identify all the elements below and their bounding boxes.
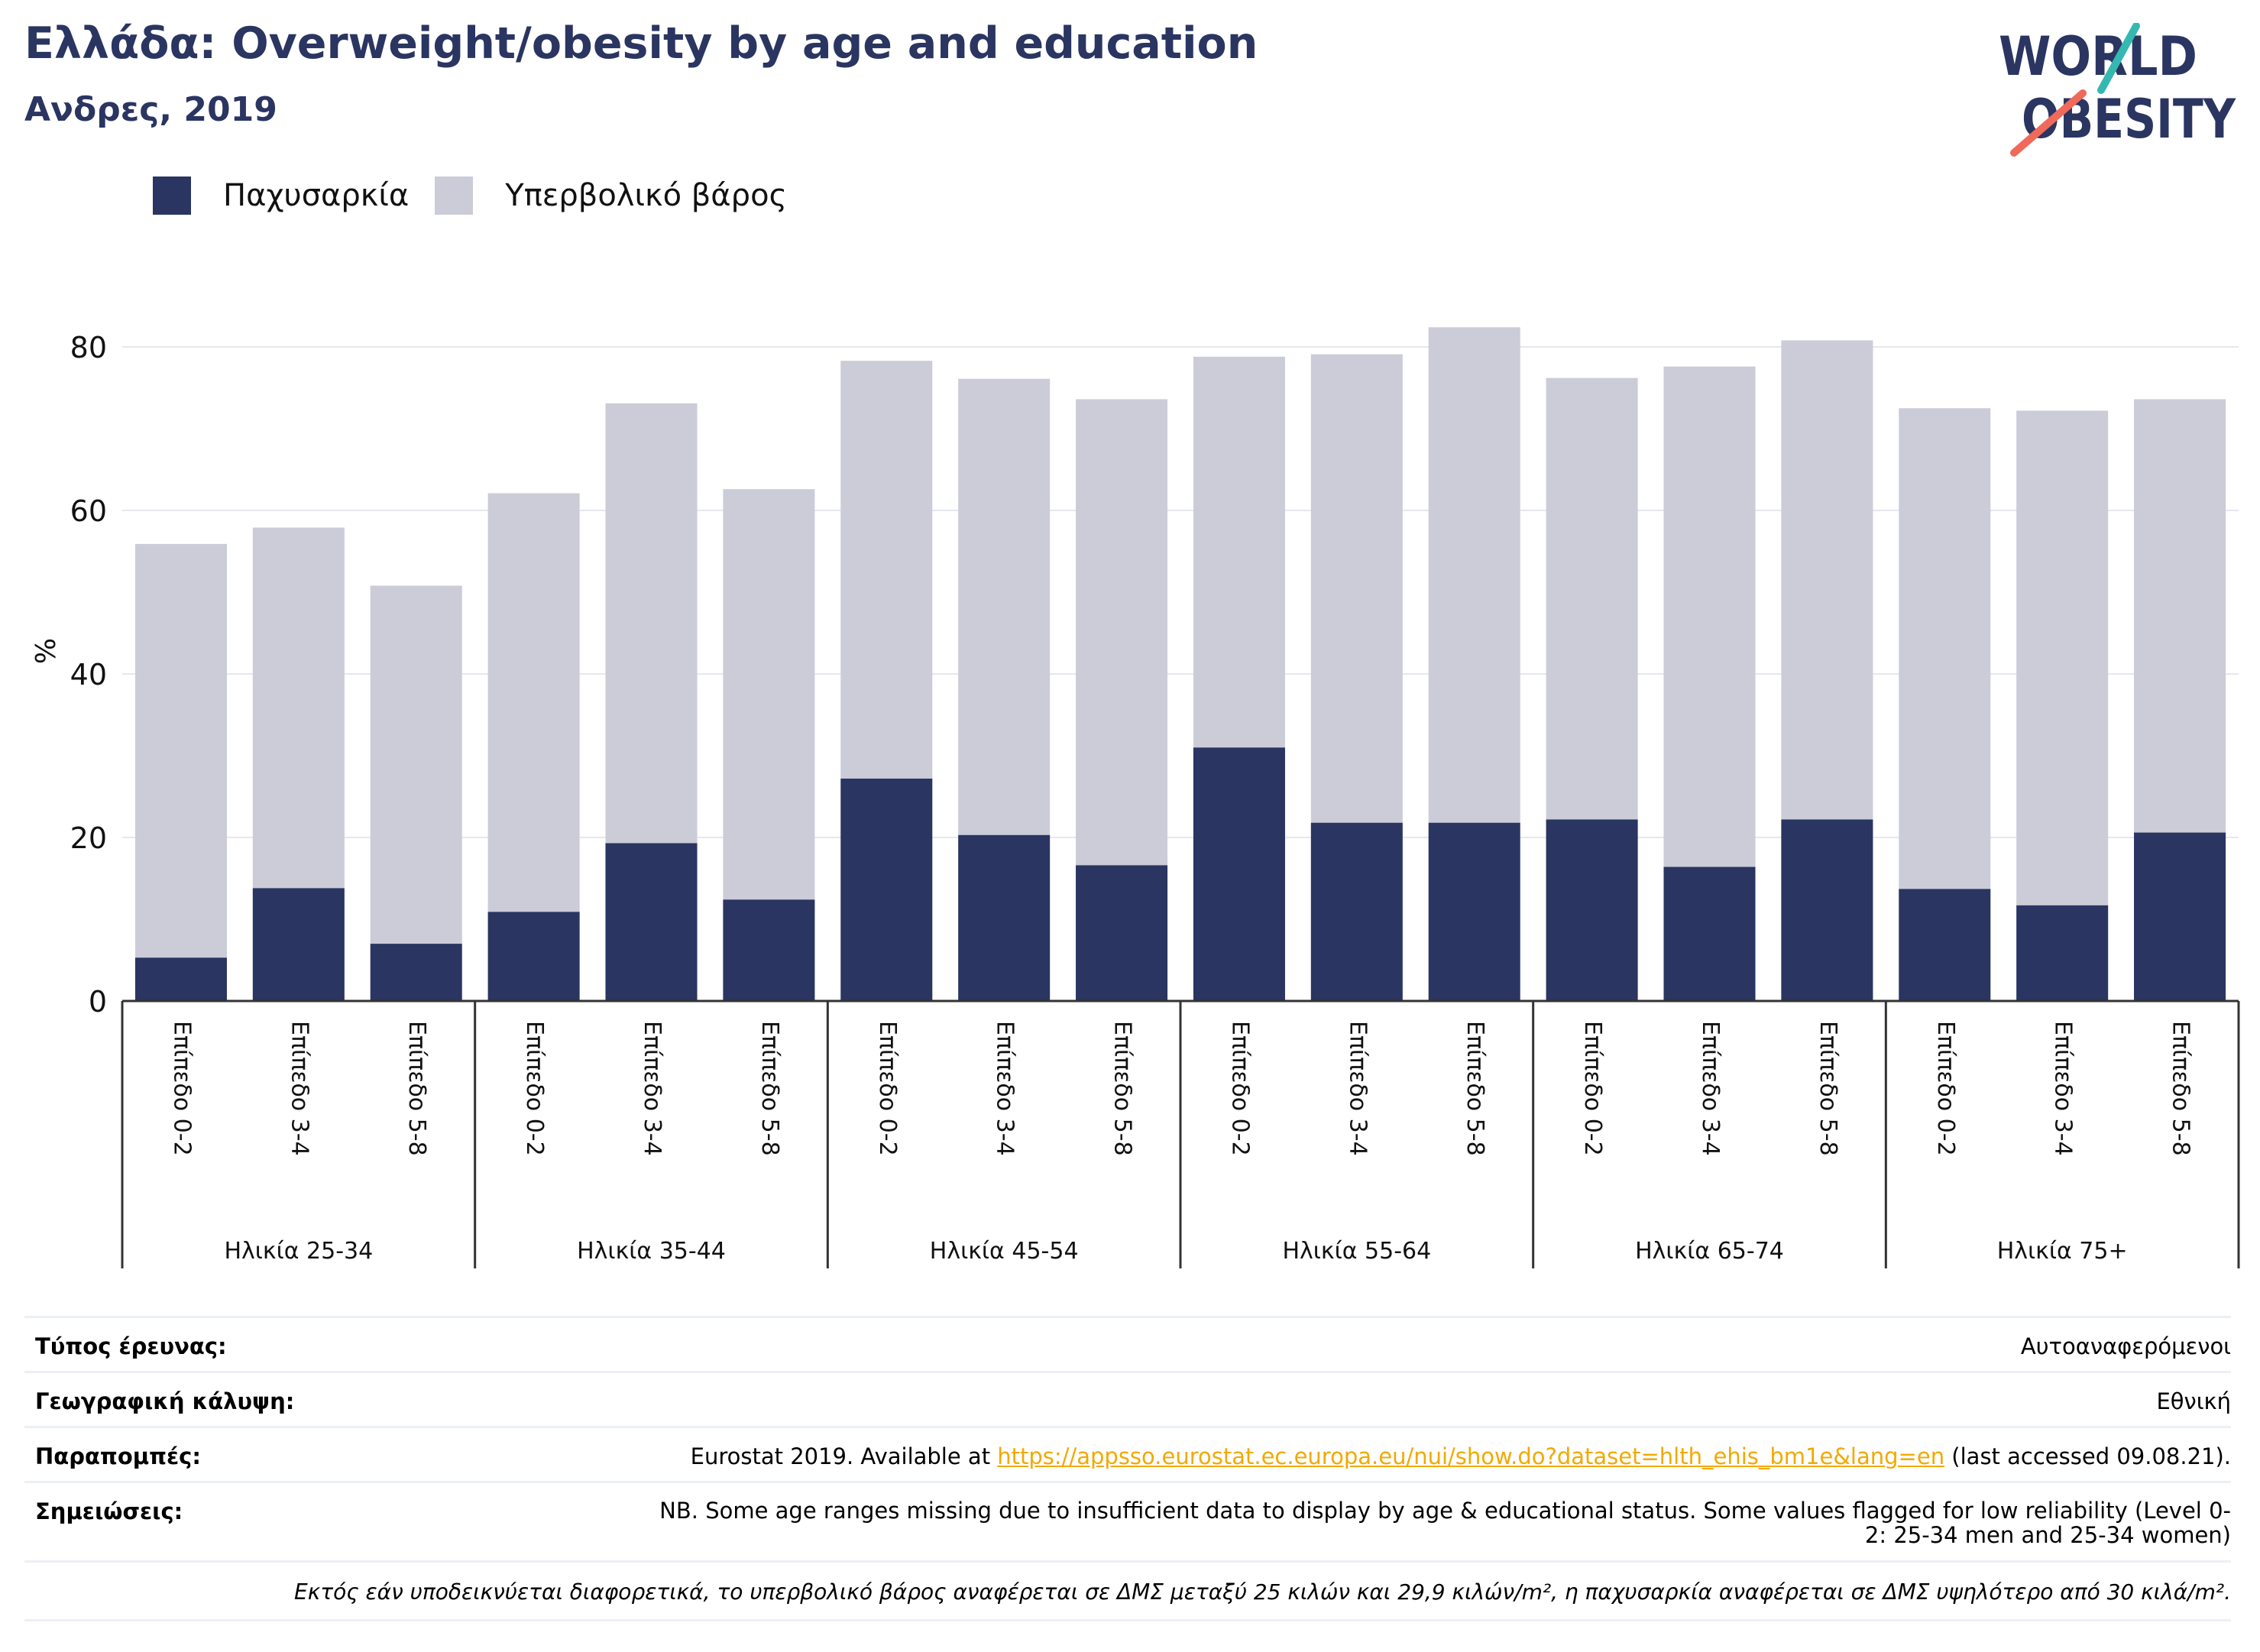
bar-overweight-7 [840,361,933,779]
bar-obesity-10 [1193,747,1285,1001]
notes-line2: 2: 25-34 men and 25-34 women) [1864,1522,2231,1548]
group-label-5: Ηλικία 65-74 [1635,1238,1784,1265]
bar-overweight-1 [134,543,227,958]
bar-obesity-14 [1663,866,1756,1001]
group-label-2: Ηλικία 35-44 [577,1238,726,1265]
legend-label-overweight: Υπερβολικό βάρος [505,178,788,213]
meta-value-notes: NB. Some age ranges missing due to insuf… [659,1483,2231,1560]
x-tick-label-14: Επίπεδο 3-4 [1697,1021,1724,1156]
legend-swatch-overweight [435,177,474,215]
bar-overweight-17 [2016,410,2109,905]
metadata-table: Τύπος έρευνας: Αυτοαναφερόμενοι Γεωγραφι… [24,1316,2231,1621]
meta-label-coverage: Γεωγραφική κάλυψη: [35,1388,295,1414]
bar-overweight-2 [252,527,345,889]
bar-overweight-3 [370,585,462,944]
y-tick-label-80: 80 [70,331,107,364]
bar-obesity-13 [1546,819,1638,1001]
eurostat-link[interactable]: https://appsso.eurostat.ec.europa.eu/nui… [997,1443,1945,1469]
legend-swatch-obesity [153,177,191,215]
legend-item-overweight: Υπερβολικό βάρος [435,177,787,215]
bar-obesity-17 [2016,905,2109,1001]
y-tick-label-40: 40 [70,658,107,692]
bar-obesity-12 [1428,822,1520,1001]
bar-obesity-16 [1899,889,1991,1001]
x-tick-label-11: Επίπεδο 3-4 [1344,1021,1371,1156]
bar-obesity-5 [605,843,698,1001]
x-tick-label-17: Επίπεδο 3-4 [2050,1021,2077,1156]
x-tick-label-2: Επίπεδο 3-4 [286,1021,312,1156]
meta-value-references: Eurostat 2019. Available at https://apps… [691,1428,2231,1481]
bar-overweight-14 [1663,366,1756,867]
chart-legend: Παχυσαρκία Υπερβολικό βάρος [153,176,813,215]
bar-obesity-7 [840,778,933,1001]
bar-overweight-4 [487,493,580,912]
meta-value-survey-type: Αυτοαναφερόμενοι [2020,1333,2231,1359]
x-tick-label-13: Επίπεδο 0-2 [1579,1021,1606,1156]
x-tick-label-7: Επίπεδο 0-2 [874,1021,901,1156]
x-tick-label-18: Επίπεδο 5-8 [2168,1021,2194,1156]
group-label-3: Ηλικία 45-54 [930,1238,1079,1265]
bar-obesity-18 [2134,832,2226,1001]
x-tick-label-15: Επίπεδο 5-8 [1815,1021,1841,1156]
x-tick-label-12: Επίπεδο 5-8 [1462,1021,1488,1156]
logo-slash-teal [2097,23,2140,94]
x-tick-label-9: Επίπεδο 5-8 [1109,1021,1136,1156]
reference-suffix: (last accessed 09.08.21). [1944,1443,2231,1469]
bar-overweight-8 [958,378,1051,835]
group-label-6: Ηλικία 75+ [1997,1238,2128,1265]
bar-obesity-15 [1781,819,1873,1001]
world-obesity-logo: WORLD OBESITY [1999,23,2236,157]
x-tick-label-1: Επίπεδο 0-2 [168,1021,195,1156]
chart-title: Ελλάδα: Overweight/obesity by age and ed… [24,18,1258,69]
x-tick-label-3: Επίπεδο 5-8 [403,1021,430,1156]
meta-label-references: Παραπομπές: [35,1443,201,1469]
stacked-bar-chart: 0 20 40 60 80% Επίπεδο 0-2 Επίπεδο 3-4 Επίπεδο … [31,327,2240,1268]
legend-label-obesity: Παχυσαρκία [223,178,410,213]
definition-footnote: Εκτός εάν υποδεικνύεται διαφορετικά, το … [24,1560,2231,1621]
bar-overweight-15 [1781,340,1873,820]
bar-obesity-3 [370,944,462,1001]
bar-obesity-9 [1076,865,1168,1001]
logo-slash-coral [2010,89,2087,157]
x-tick-label-10: Επίπεδο 0-2 [1226,1021,1253,1156]
y-tick-label-0: 0 [89,985,107,1019]
meta-label-notes: Σημειώσεις: [35,1498,183,1524]
bar-obesity-8 [958,834,1051,1001]
logo-line1: WORLD [1999,25,2197,88]
bar-overweight-12 [1428,327,1520,823]
bar-obesity-11 [1310,822,1403,1001]
x-tick-label-5: Επίπεδο 3-4 [639,1021,665,1156]
x-tick-label-4: Επίπεδο 0-2 [521,1021,548,1156]
chart-subtitle: Ανδρες, 2019 [24,90,277,129]
group-label-4: Ηλικία 55-64 [1282,1238,1431,1265]
bar-obesity-1 [134,957,227,1001]
reference-prefix: Eurostat 2019. Available at [690,1443,998,1469]
meta-row-coverage: Γεωγραφική κάλυψη: Εθνική [24,1371,2231,1426]
bar-overweight-13 [1546,377,1638,820]
bar-obesity-6 [723,899,815,1001]
meta-label-survey-type: Τύπος έρευνας: [35,1333,227,1359]
bar-overweight-18 [2134,399,2226,833]
meta-row-notes: Σημειώσεις: NB. Some age ranges missing … [24,1481,2231,1560]
meta-value-coverage: Εθνική [2156,1388,2231,1414]
group-label-1: Ηλικία 25-34 [224,1238,373,1265]
bar-overweight-16 [1899,408,1991,889]
meta-row-references: Παραπομπές: Eurostat 2019. Available at … [24,1426,2231,1481]
bar-obesity-2 [252,888,345,1001]
y-axis-label: % [31,638,62,664]
x-tick-label-6: Επίπεδο 5-8 [756,1021,783,1156]
meta-row-survey-type: Τύπος έρευνας: Αυτοαναφερόμενοι [24,1316,2231,1371]
y-tick-label-20: 20 [70,821,107,855]
y-tick-label-60: 60 [70,494,107,528]
bar-overweight-9 [1076,399,1168,866]
bar-overweight-5 [605,403,698,844]
bar-overweight-6 [723,489,815,900]
bar-overweight-11 [1310,354,1403,823]
notes-line1: NB. Some age ranges missing due to insuf… [659,1498,2231,1524]
x-tick-label-16: Επίπεδο 0-2 [1932,1021,1959,1156]
bar-obesity-4 [487,912,580,1001]
legend-item-obesity: Παχυσαρκία [153,177,409,215]
bar-overweight-10 [1193,356,1285,748]
x-tick-label-8: Επίπεδο 3-4 [992,1021,1018,1156]
